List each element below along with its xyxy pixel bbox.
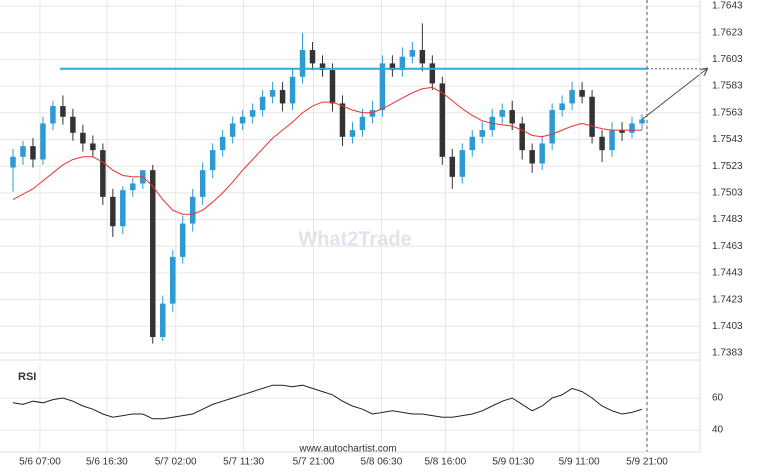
candle-body [329,70,336,104]
candle-body [259,96,266,111]
y-tick-label: 1.7483 [712,214,743,225]
candle-body [60,106,66,117]
candle-body [469,136,476,151]
x-tick-label: 5/8 06:30 [361,457,403,468]
moving-average [12,86,643,215]
candle-body [429,63,436,84]
candle-body [539,143,545,164]
candle-body [179,223,186,257]
candle-body [279,90,286,104]
candle-body [359,116,366,131]
y-tick-label: 1.7543 [712,134,743,145]
candle-body [639,119,645,124]
candle-body [589,96,595,137]
watermark: What2Trade [298,228,411,250]
y-tick-label: 1.7623 [712,27,743,38]
candle-body [569,90,575,104]
y-tick-label: 40 [712,425,724,436]
candle-body [629,123,635,133]
candle-body [389,63,396,71]
y-tick-label: 1.7383 [712,348,743,359]
y-tick-label: 1.7643 [712,1,743,12]
y-tick-label: 1.7583 [712,81,743,92]
y-tick-label: 1.7603 [712,54,743,65]
candle-body [549,110,555,144]
y-tick-label: 1.7463 [712,241,743,252]
candle-body [130,183,136,191]
candle-body [309,50,316,64]
footer: www.autochartist.com [298,444,396,455]
y-tick-label: 60 [712,393,724,404]
x-tick-label: 5/6 07:00 [19,457,61,468]
forecast-arrow [641,69,707,120]
x-tick-label: 5/9 11:00 [559,457,600,468]
candle-body [50,106,56,124]
x-tick-label: 5/6 16:30 [86,457,128,468]
candle-body [100,150,106,197]
candle-body [409,50,416,57]
candle-body [399,56,406,71]
y-tick-label: 1.7403 [712,321,743,332]
candle-body [80,132,86,144]
candle-body [169,256,176,304]
candle-body [479,130,486,137]
x-tick-label: 5/7 11:30 [223,457,264,468]
candle-body [559,103,565,111]
candle-body [449,156,456,177]
candle-body [289,76,296,104]
candle-body [599,136,605,151]
y-tick-label: 1.7523 [712,161,743,172]
candle-body [459,150,466,177]
candle-body [319,63,326,71]
candle-body [90,143,96,151]
candle-body [229,123,236,137]
candle-body [269,90,276,97]
candle-body [299,50,306,77]
candle-body [579,90,585,97]
candle-body [160,303,166,337]
candle-body [439,83,446,157]
y-tick-label: 1.7503 [712,187,743,198]
y-tick-label: 1.7443 [712,268,743,279]
candle-body [40,123,46,160]
x-tick-label: 5/9 21:00 [626,457,668,468]
y-tick-label: 1.7423 [712,294,743,305]
candle-body [110,196,116,227]
candle-body [349,130,356,137]
x-tick-label: 5/7 02:00 [155,457,197,468]
x-tick-label: 5/7 21:00 [293,457,335,468]
candle-body [30,146,36,160]
candle-body [10,156,16,168]
candle-body [509,110,515,124]
candle-body [219,136,226,151]
candle-body [239,116,246,124]
candle-body [189,196,196,224]
candle-body [369,110,376,117]
x-tick-label: 5/8 16:00 [424,457,466,468]
candle-body [519,123,525,151]
candle-body [619,130,625,133]
x-tick-label: 5/9 01:30 [492,457,534,468]
candle-body [209,150,216,171]
candle-body [499,110,505,117]
candle-body [20,146,26,157]
rsi-title: RSI [18,371,36,383]
candle-body [150,170,156,337]
candle-body [419,50,426,64]
candle-body [120,190,126,227]
candle-body [529,150,535,164]
candle-body [339,103,346,137]
rsi-line [12,384,643,420]
y-tick-label: 1.7563 [712,107,743,118]
candle-body [609,130,615,151]
candle-body [70,116,76,133]
candle-body [379,63,386,111]
candle-body [249,110,256,117]
candle-body [199,170,206,197]
